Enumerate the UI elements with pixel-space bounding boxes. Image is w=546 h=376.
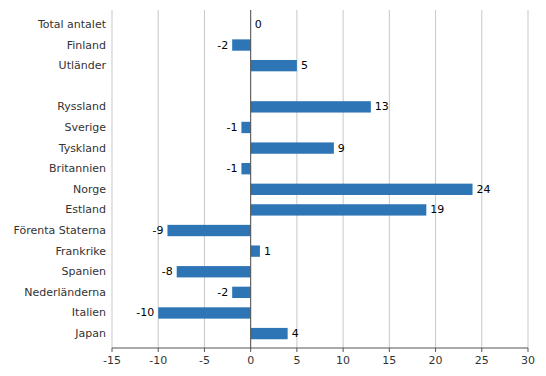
tick-label: 25 (475, 354, 489, 367)
bar (241, 122, 250, 133)
bar (177, 266, 251, 277)
category-label: Ryssland (57, 100, 106, 113)
tick-label: -15 (103, 354, 121, 367)
category-label: Frankrike (56, 245, 107, 258)
bar (251, 101, 371, 112)
category-label: Estland (65, 203, 106, 216)
data-label: -1 (226, 121, 237, 134)
data-label: 5 (301, 59, 308, 72)
tick-mark (112, 348, 113, 352)
bar (232, 39, 250, 50)
tick-mark (481, 348, 482, 352)
tick-mark (389, 348, 390, 352)
data-labels: 4 -10 -2 -8 1 -9 19 24 -1 9 -1 13 5 -2 0 (136, 18, 490, 340)
tick-label: 5 (293, 354, 300, 367)
grid-line (158, 10, 159, 348)
grid-line (435, 10, 436, 348)
grid-line (204, 10, 205, 348)
tick-label: 15 (382, 354, 396, 367)
bar (241, 163, 250, 174)
category-label: Nederländerna (24, 286, 106, 299)
data-label: -1 (226, 162, 237, 175)
data-label: 0 (255, 18, 262, 31)
bar (251, 142, 334, 153)
y-axis: Japan Italien Nederländerna Spanien Frankrik… (14, 18, 107, 340)
bar (158, 307, 250, 318)
chart-svg: -15-10-50510152025304-10-2-81-91924-19-1… (0, 0, 546, 376)
tick-label: 10 (336, 354, 350, 367)
tick-mark (343, 348, 344, 352)
bars (158, 39, 472, 339)
category-label: Total antalet (37, 18, 107, 31)
data-label: 24 (477, 183, 491, 196)
data-label: 13 (375, 100, 389, 113)
tick-label: 0 (247, 354, 254, 367)
data-label: -2 (217, 39, 228, 52)
bar (251, 204, 427, 215)
tick-label: -10 (149, 354, 167, 367)
grid-line (250, 10, 251, 348)
grid-line (112, 10, 113, 348)
grid-line (343, 10, 344, 348)
grid-line (528, 10, 529, 348)
category-label: Spanien (62, 265, 107, 278)
category-label: Finland (67, 39, 106, 52)
bar (251, 328, 288, 339)
data-label: -8 (162, 265, 173, 278)
tick-label: 30 (521, 354, 535, 367)
tick-mark (296, 348, 297, 352)
bar (251, 245, 260, 256)
data-label: -10 (136, 306, 154, 319)
category-label: Japan (74, 327, 106, 340)
bar (232, 287, 250, 298)
bar (251, 60, 297, 71)
grid-line (389, 10, 390, 348)
tick-mark (204, 348, 205, 352)
category-label: Britannien (49, 162, 106, 175)
bar (167, 225, 250, 236)
grid (112, 10, 528, 348)
data-label: 9 (338, 142, 345, 155)
data-label: 4 (292, 327, 299, 340)
category-label: Tyskland (58, 142, 106, 155)
category-label: Norge (73, 183, 106, 196)
data-label: 19 (430, 203, 444, 216)
tick-mark (250, 348, 251, 352)
tick-label: 20 (429, 354, 443, 367)
data-label: -9 (152, 224, 163, 237)
grid-line (481, 10, 482, 348)
tick-mark (435, 348, 436, 352)
bar (251, 184, 473, 195)
data-label: -2 (217, 286, 228, 299)
category-label: Italien (72, 306, 106, 319)
zero-line (250, 10, 251, 348)
category-label: Förenta Staterna (14, 224, 106, 237)
tick-mark (528, 348, 529, 352)
category-label: Utländer (59, 59, 107, 72)
tick-mark (158, 348, 159, 352)
tick-label: -5 (199, 354, 210, 367)
axis-line (112, 348, 528, 349)
chart-container: -15-10-50510152025304-10-2-81-91924-19-1… (0, 0, 546, 376)
category-label: Sverige (64, 121, 106, 134)
data-label: 1 (264, 245, 271, 258)
x-axis: -15 -10 -5 0 5 10 15 20 25 30 (103, 348, 535, 367)
